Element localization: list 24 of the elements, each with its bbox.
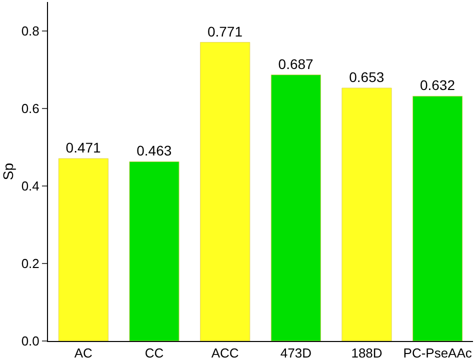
y-axis-title: Sp bbox=[0, 162, 16, 180]
y-tick-label: 0.6 bbox=[21, 101, 40, 116]
bar bbox=[200, 42, 250, 341]
y-tick-label: 0.0 bbox=[21, 334, 40, 349]
data-label: 0.463 bbox=[136, 142, 172, 159]
data-label: 0.771 bbox=[207, 23, 243, 40]
bar bbox=[58, 158, 108, 341]
y-tick-label: 0.2 bbox=[21, 256, 40, 272]
x-tick-label: 473D bbox=[280, 346, 312, 361]
data-label: 0.687 bbox=[278, 56, 314, 72]
bar bbox=[270, 74, 321, 341]
data-label: 0.632 bbox=[420, 77, 456, 94]
x-tick-label: AC bbox=[74, 346, 92, 361]
x-tick-label: 188D bbox=[351, 346, 382, 361]
x-tick-label: CC bbox=[144, 346, 164, 361]
bar bbox=[342, 88, 392, 341]
x-tick-label: ACC bbox=[211, 346, 239, 361]
bar bbox=[412, 96, 463, 341]
y-tick-label: 0.8 bbox=[21, 24, 40, 39]
data-label: 0.653 bbox=[349, 69, 384, 86]
bar bbox=[129, 161, 180, 341]
x-tick-label: PC-PseAAc bbox=[403, 346, 472, 361]
y-tick-label: 0.4 bbox=[21, 178, 40, 194]
data-label: 0.471 bbox=[66, 140, 102, 156]
